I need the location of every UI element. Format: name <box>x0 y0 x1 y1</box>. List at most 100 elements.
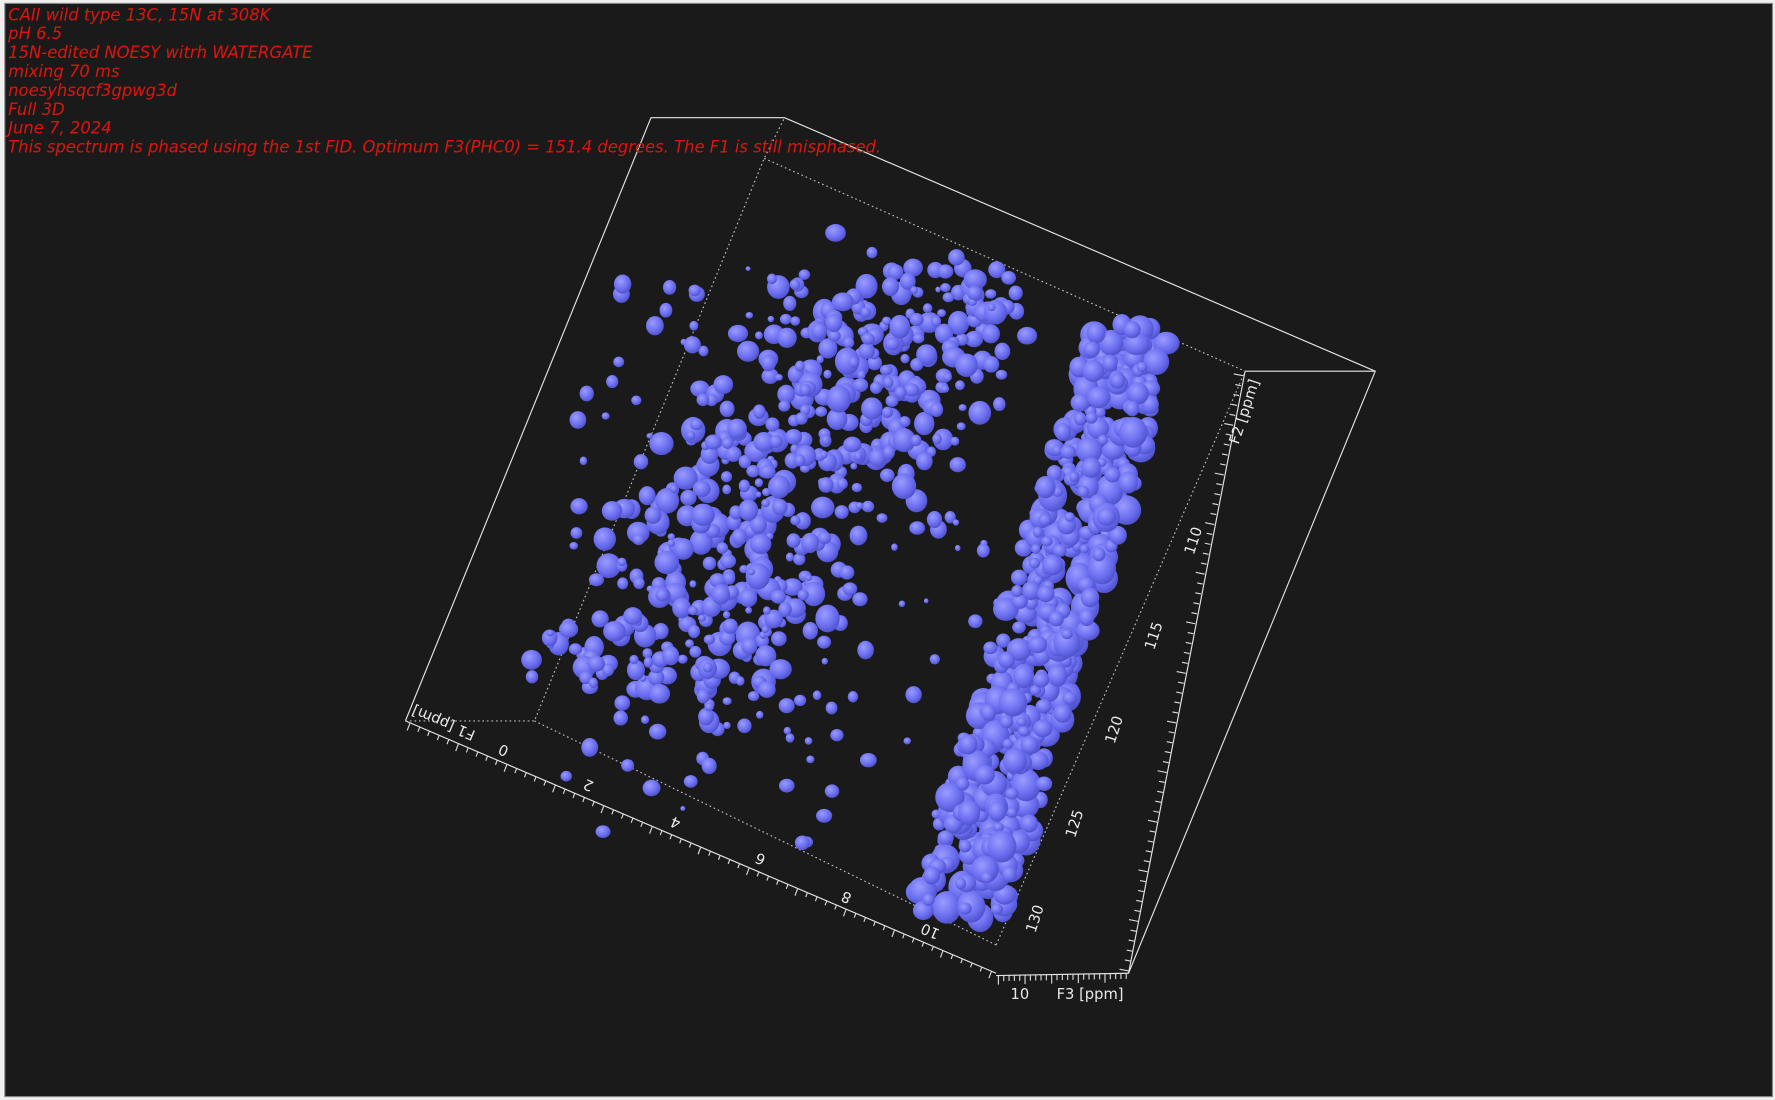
tick-mark <box>600 805 605 814</box>
peak <box>778 400 791 412</box>
tick-mark <box>494 760 498 766</box>
peak <box>746 465 761 478</box>
tick-mark <box>649 826 653 834</box>
tick-label: 10 <box>1011 986 1030 1003</box>
tick-marks <box>406 373 1243 985</box>
tick-mark <box>1174 701 1181 704</box>
tick-mark <box>697 846 702 855</box>
peak <box>1005 787 1019 800</box>
peak <box>688 284 702 297</box>
peak <box>702 662 713 673</box>
peak <box>731 528 748 546</box>
peak <box>692 480 711 498</box>
peak <box>806 755 815 764</box>
peak <box>591 610 609 628</box>
peak <box>959 734 978 755</box>
tick-mark <box>1158 780 1165 784</box>
peak <box>934 323 954 344</box>
tick-mark <box>794 888 799 896</box>
peak <box>680 489 697 506</box>
peak <box>569 542 579 550</box>
tick-mark <box>960 958 964 964</box>
peak <box>1037 585 1055 603</box>
peak <box>783 295 797 311</box>
peak <box>786 533 801 548</box>
tick-mark <box>1136 899 1142 903</box>
peak <box>937 309 947 318</box>
peak <box>1083 341 1100 358</box>
peak <box>958 839 972 853</box>
peak <box>568 643 582 655</box>
peak <box>778 698 795 714</box>
peak <box>723 571 736 585</box>
peak <box>905 686 922 704</box>
peak <box>716 542 729 554</box>
tick-mark <box>524 772 527 778</box>
peak <box>950 436 960 446</box>
peak <box>614 695 631 711</box>
peak <box>785 552 794 562</box>
peak <box>1017 326 1038 345</box>
peak <box>683 336 701 354</box>
tick-mark <box>503 764 508 772</box>
peak <box>884 337 900 351</box>
peak <box>794 835 810 851</box>
peak <box>1008 285 1023 301</box>
peak <box>1028 751 1049 771</box>
tick-mark <box>1126 949 1133 952</box>
peak <box>940 385 950 393</box>
peak <box>861 397 883 420</box>
peak <box>825 224 846 242</box>
tick-mark <box>921 941 925 947</box>
peak <box>606 375 619 389</box>
tick-mark <box>552 784 556 793</box>
peak <box>1041 536 1053 547</box>
tick-mark <box>969 962 973 968</box>
peak <box>1075 620 1100 641</box>
tick-mark <box>708 850 711 856</box>
peak <box>842 582 858 596</box>
peak <box>1079 544 1090 554</box>
peak <box>857 640 874 660</box>
peak <box>892 428 916 453</box>
peak <box>767 315 775 323</box>
tick-mark <box>1162 760 1169 764</box>
peak <box>704 434 723 450</box>
tick-mark <box>1172 711 1179 714</box>
peak <box>818 477 834 493</box>
peak <box>737 718 752 734</box>
tick-mark <box>1145 850 1152 853</box>
tick-mark <box>902 933 905 939</box>
peak <box>1002 748 1028 774</box>
tick-mark <box>1147 840 1154 843</box>
peak <box>976 543 990 558</box>
peak <box>761 354 777 372</box>
peak <box>958 404 967 412</box>
tick-mark <box>1200 562 1207 565</box>
peak <box>725 446 742 462</box>
tick-mark <box>882 925 886 931</box>
peak <box>879 364 893 376</box>
peak <box>601 412 610 420</box>
peak <box>996 633 1011 648</box>
tick-mark <box>717 855 721 861</box>
peak <box>560 770 572 782</box>
peak <box>887 264 904 280</box>
peak <box>753 431 775 452</box>
peak <box>922 893 935 907</box>
peak <box>570 527 583 539</box>
tick-mark <box>1128 919 1139 922</box>
peak <box>653 622 669 640</box>
peak <box>648 683 671 704</box>
peak <box>1109 525 1127 545</box>
tick-mark <box>427 731 430 737</box>
peak <box>957 799 981 826</box>
peak <box>966 285 983 301</box>
peak <box>952 519 960 526</box>
peak <box>623 607 643 625</box>
peak <box>701 757 717 775</box>
peak <box>954 544 961 552</box>
peak <box>613 710 628 726</box>
tick-mark <box>1149 830 1156 833</box>
